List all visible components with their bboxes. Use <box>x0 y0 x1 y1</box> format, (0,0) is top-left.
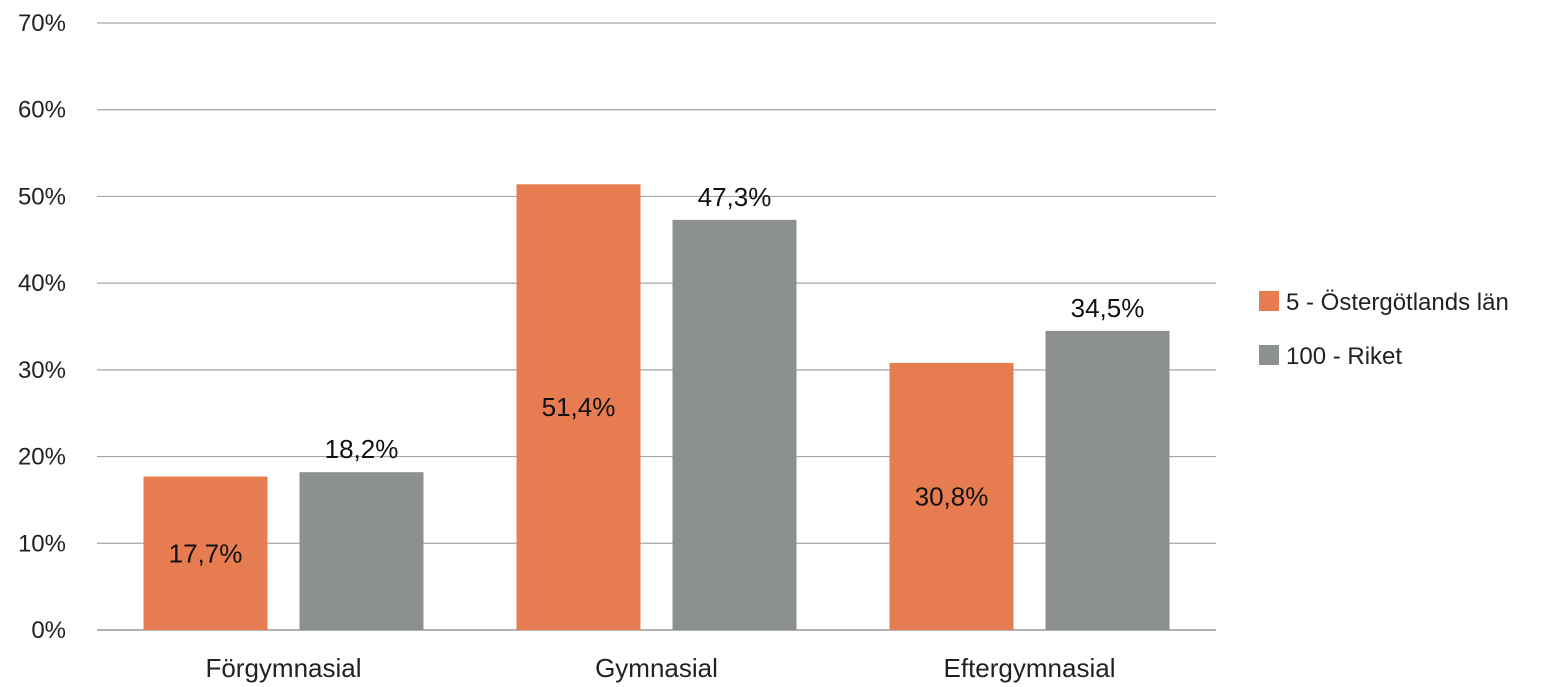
data-label: 47,3% <box>698 182 772 212</box>
legend-swatch <box>1259 291 1279 311</box>
x-category-label: Eftergymnasial <box>944 653 1116 683</box>
x-category-label: Förgymnasial <box>205 653 361 683</box>
y-tick-label: 50% <box>18 183 66 210</box>
y-tick-label: 60% <box>18 97 66 124</box>
data-label: 34,5% <box>1071 293 1145 323</box>
data-label: 18,2% <box>325 434 399 464</box>
y-tick-label: 10% <box>18 530 66 557</box>
bar <box>516 184 641 630</box>
y-tick-label: 0% <box>31 617 66 644</box>
data-label: 30,8% <box>915 481 989 511</box>
legend-label: 5 - Östergötlands län <box>1286 289 1509 316</box>
y-axis: 0% 10% 20% 30% 40% 50% 60% 70% <box>18 10 66 644</box>
legend: 5 - Östergötlands län 100 - Riket <box>1259 289 1509 370</box>
bars <box>143 184 1170 630</box>
data-label: 51,4% <box>542 392 616 422</box>
bar <box>672 219 797 630</box>
y-tick-label: 30% <box>18 357 66 384</box>
bar <box>299 472 424 630</box>
y-tick-label: 20% <box>18 444 66 471</box>
bar <box>889 362 1014 630</box>
bar <box>143 476 268 630</box>
data-label: 17,7% <box>169 538 243 568</box>
data-labels: 17,7% 18,2% 51,4% 47,3% 30,8% 34,5% <box>169 182 1145 568</box>
x-axis: Förgymnasial Gymnasial Eftergymnasial <box>205 653 1115 683</box>
y-tick-label: 70% <box>18 10 66 37</box>
y-tick-label: 40% <box>18 270 66 297</box>
legend-swatch <box>1259 345 1279 365</box>
gridlines <box>97 22 1216 631</box>
bar <box>1045 330 1170 630</box>
legend-label: 100 - Riket <box>1286 343 1402 370</box>
x-category-label: Gymnasial <box>595 653 718 683</box>
